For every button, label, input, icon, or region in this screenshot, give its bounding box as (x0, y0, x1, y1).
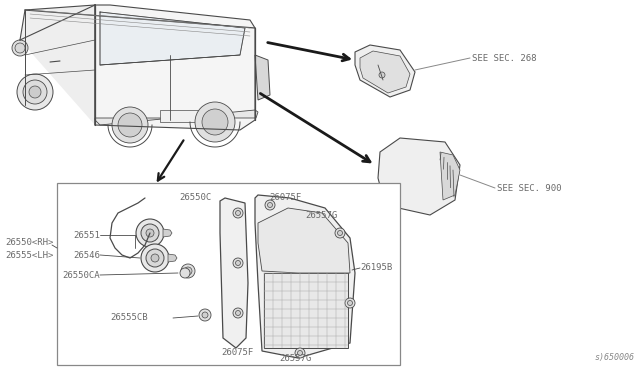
Circle shape (141, 244, 169, 272)
Circle shape (233, 308, 243, 318)
Circle shape (348, 301, 353, 305)
Circle shape (233, 208, 243, 218)
Polygon shape (378, 138, 460, 215)
Circle shape (298, 350, 303, 356)
Circle shape (337, 231, 342, 235)
Circle shape (12, 40, 28, 56)
Circle shape (17, 74, 53, 110)
Polygon shape (258, 208, 350, 273)
Circle shape (236, 260, 241, 266)
Circle shape (265, 200, 275, 210)
Polygon shape (255, 195, 355, 358)
Text: 26195B: 26195B (360, 263, 392, 273)
Circle shape (180, 268, 190, 278)
Polygon shape (255, 55, 270, 100)
Circle shape (199, 309, 211, 321)
Circle shape (335, 228, 345, 238)
Circle shape (141, 224, 159, 242)
Circle shape (268, 202, 273, 208)
Text: 26550C: 26550C (179, 193, 211, 202)
Polygon shape (168, 254, 177, 262)
Text: 26075F: 26075F (221, 348, 253, 357)
Text: 26555<LH>: 26555<LH> (5, 250, 53, 260)
Polygon shape (355, 45, 415, 97)
Polygon shape (220, 198, 248, 348)
Text: 26555CB: 26555CB (110, 314, 148, 323)
Polygon shape (20, 5, 95, 125)
Circle shape (233, 258, 243, 268)
Polygon shape (95, 110, 258, 125)
Circle shape (184, 267, 192, 275)
Circle shape (236, 211, 241, 215)
Circle shape (151, 254, 159, 262)
Circle shape (146, 249, 164, 267)
Text: 26546: 26546 (73, 250, 100, 260)
Circle shape (379, 72, 385, 78)
Text: 26075F: 26075F (269, 193, 301, 202)
Circle shape (118, 113, 142, 137)
Bar (264, 273, 348, 348)
Polygon shape (95, 5, 255, 130)
Text: 26551: 26551 (73, 231, 100, 240)
Text: s)650006: s)650006 (595, 353, 635, 362)
Polygon shape (360, 51, 410, 93)
Circle shape (23, 80, 47, 104)
Circle shape (236, 311, 241, 315)
Circle shape (136, 219, 164, 247)
Circle shape (112, 107, 148, 143)
Polygon shape (100, 12, 245, 65)
Text: 26550<RH>: 26550<RH> (5, 237, 53, 247)
Circle shape (195, 102, 235, 142)
Polygon shape (163, 229, 172, 237)
Circle shape (202, 109, 228, 135)
Text: SEE SEC. 268: SEE SEC. 268 (472, 54, 536, 62)
Circle shape (15, 43, 25, 53)
Polygon shape (440, 152, 460, 200)
Circle shape (295, 348, 305, 358)
Text: 26557G: 26557G (305, 211, 337, 220)
Circle shape (345, 298, 355, 308)
Bar (160, 110, 205, 122)
Text: 26557G: 26557G (279, 354, 311, 363)
Circle shape (146, 229, 154, 237)
Circle shape (202, 312, 208, 318)
Circle shape (29, 86, 41, 98)
Text: 26550CA: 26550CA (62, 270, 100, 279)
Circle shape (181, 264, 195, 278)
Bar (57, 183, 400, 365)
Bar (264, 273, 348, 348)
Text: SEE SEC. 900: SEE SEC. 900 (497, 183, 561, 192)
